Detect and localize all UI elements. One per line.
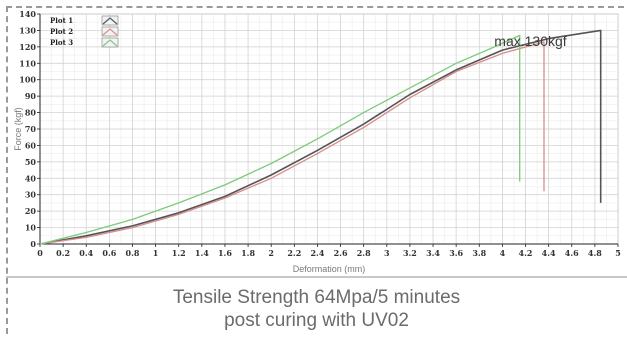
y-tick-label: 20 [25, 206, 37, 216]
x-tick-label: 3.2 [403, 248, 417, 258]
legend-swatch [101, 15, 119, 26]
x-tick-label: 0.4 [79, 248, 93, 258]
x-tick-label: 3.6 [449, 248, 463, 258]
y-tick-label: 100 [19, 75, 36, 85]
x-tick-label: 4.6 [565, 248, 579, 258]
y-tick-label: 0 [30, 239, 36, 249]
x-tick-label: 5 [615, 248, 621, 258]
max-force-annotation: max.130kgf [494, 33, 566, 49]
x-tick-label: 4.8 [588, 248, 602, 258]
y-tick-label: 120 [19, 42, 36, 52]
y-axis-title: Force (kgf) [13, 107, 23, 151]
x-tick-label: 3.8 [472, 248, 486, 258]
x-tick-label: 3.4 [426, 248, 440, 258]
x-tick-label: 2.8 [357, 248, 371, 258]
x-tick-label: 1.6 [218, 248, 232, 258]
x-tick-label: 1 [153, 248, 159, 258]
y-tick-label: 70 [25, 124, 37, 134]
series-line-3 [39, 34, 521, 245]
x-axis-title: Deformation (mm) [293, 264, 366, 274]
legend-label: Plot 2 [50, 27, 73, 36]
x-tick-label: 0 [37, 248, 43, 258]
x-tick-label: 1.8 [241, 248, 255, 258]
x-tick-label: 0.8 [126, 248, 140, 258]
y-tick-label: 40 [25, 173, 37, 183]
y-tick-label: 80 [25, 108, 37, 118]
y-tick-label: 60 [25, 140, 37, 150]
legend-label: Plot 1 [50, 16, 73, 25]
y-tick-label: 140 [19, 9, 36, 19]
legend-swatch-line [102, 17, 118, 25]
y-tick-label: 50 [25, 157, 37, 167]
x-tick-label: 2.4 [310, 248, 324, 258]
x-tick-label: 4 [500, 248, 506, 258]
x-tick-label: 1.4 [195, 248, 209, 258]
caption-line-1: Tensile Strength 64Mpa/5 minutes [172, 287, 461, 308]
x-tick-label: 0.6 [102, 248, 116, 258]
series-line-2 [39, 41, 545, 245]
x-tick-label: 0.2 [56, 248, 70, 258]
y-tick-label: 90 [25, 91, 37, 101]
tensile-chart: 0 0.2 0.4 0.6 0.8 1 1.2 1.4 1.6 1.8 2 2.2 2.4 2.6 2.8 3… [13, 9, 621, 274]
y-tick-label: 30 [25, 190, 37, 200]
y-tick-label: 110 [19, 58, 36, 68]
figure-caption: Tensile Strength 64Mpa/5 minutes post cu… [6, 276, 627, 332]
x-tick-label: 4.2 [519, 248, 533, 258]
x-tick-label: 4.4 [542, 248, 556, 258]
x-tick-label: 3 [384, 248, 390, 258]
legend-swatch [101, 37, 119, 48]
series-line-1 [39, 29, 602, 245]
legend-label: Plot 3 [50, 38, 73, 47]
y-tick-label: 130 [19, 25, 36, 35]
caption-line-2: post curing with UV02 [224, 310, 409, 331]
x-tick-label: 2 [268, 248, 274, 258]
x-tick-label: 2.6 [334, 248, 348, 258]
x-tick-label: 2.2 [287, 248, 301, 258]
chart-card: 0 0.2 0.4 0.6 0.8 1 1.2 1.4 1.6 1.8 2 2.2 2.4 2.6 2.8 3… [13, 8, 625, 274]
legend-swatch [101, 26, 119, 37]
y-tick-label: 10 [25, 223, 37, 233]
legend-swatch-line [102, 39, 118, 47]
x-tick-label: 1.2 [172, 248, 186, 258]
dashed-frame [6, 6, 624, 334]
legend-swatch-line [102, 28, 118, 36]
